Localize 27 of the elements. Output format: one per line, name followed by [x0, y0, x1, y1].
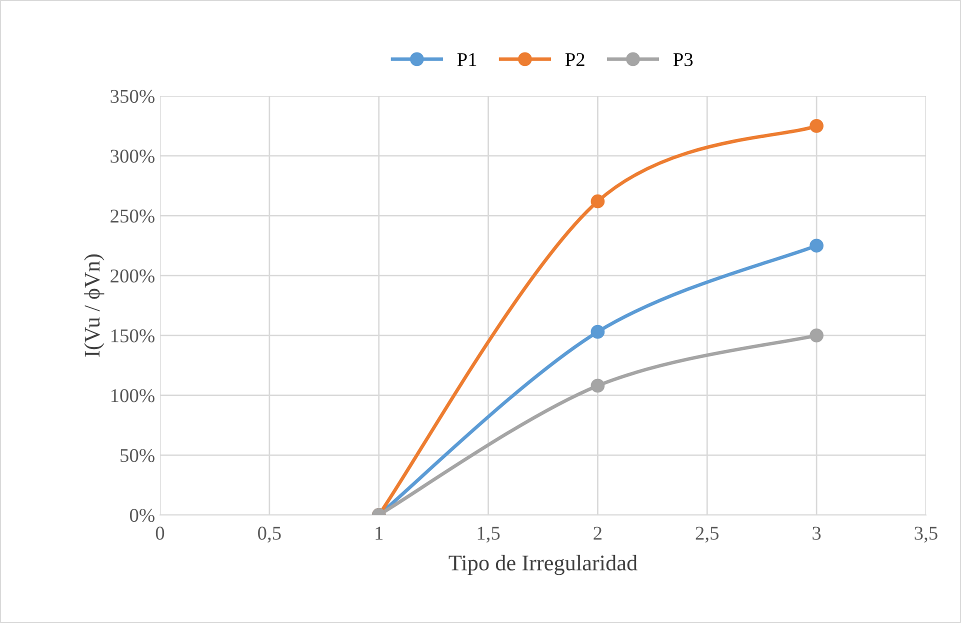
x-tick-label: 1,5 — [478, 526, 500, 543]
y-tick-label: 50% — [120, 448, 154, 462]
y-tick-label: 200% — [110, 269, 154, 283]
y-axis-title: I(Vu / ϕVn) — [84, 254, 104, 357]
legend-label: P1 — [457, 53, 476, 66]
point — [590, 194, 605, 208]
y-tick-label: 350% — [110, 90, 154, 103]
point — [590, 324, 605, 339]
y-tick-label: 100% — [111, 389, 154, 402]
x-tick-label: 2 — [594, 526, 602, 540]
point — [810, 328, 824, 342]
y-tick-label: 150% — [111, 329, 154, 342]
x-axis-title: Tipo de Irregularidad — [448, 554, 638, 576]
point — [810, 238, 824, 253]
point — [590, 378, 605, 393]
x-tick-label: 0 — [156, 526, 164, 540]
point — [810, 118, 824, 133]
legend-label: P3 — [673, 53, 693, 66]
x-tick-label: 2,5 — [696, 526, 719, 543]
y-tick-label: 250% — [110, 210, 154, 223]
x-tick-label: 3 — [812, 526, 821, 540]
y-tick-label: 300% — [110, 150, 154, 163]
x-tick-label: 0,5 — [258, 526, 281, 543]
legend-label: P2 — [565, 53, 584, 66]
x-tick-label: 3,5 — [914, 526, 938, 543]
x-tick-label: 1 — [376, 526, 383, 540]
y-tick-label: 0% — [130, 508, 154, 522]
